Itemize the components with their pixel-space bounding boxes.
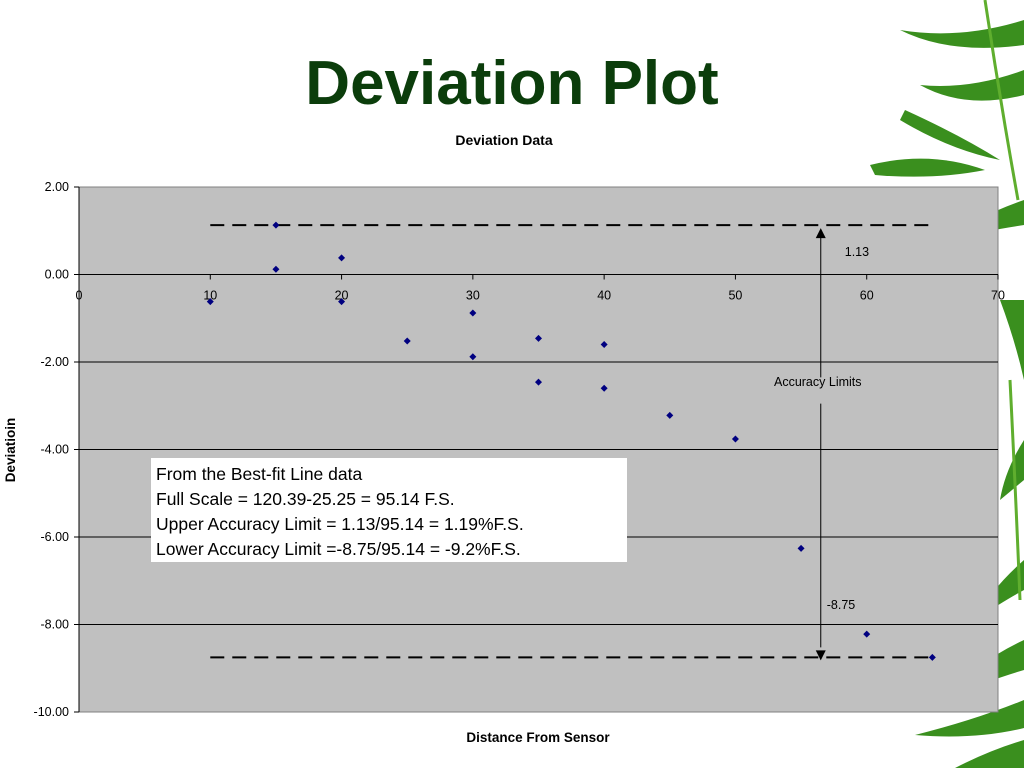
y-tick-label: 2.00 [45, 180, 69, 194]
x-tick-label: 0 [76, 289, 83, 303]
y-tick-labels: 2.00 0.00 -2.00 -4.00 -6.00 -8.00 -10.00 [34, 180, 69, 719]
x-tick-label: 20 [335, 289, 349, 303]
data-point [600, 341, 608, 348]
y-tick-label: -6.00 [41, 530, 70, 544]
data-points [206, 221, 936, 661]
slide-title: Deviation Plot [305, 49, 719, 118]
data-point [731, 435, 739, 443]
y-tick-label: 0.00 [45, 268, 69, 282]
x-tick-labels: 0 10 20 30 40 50 60 70 [76, 289, 1005, 303]
data-point [600, 384, 608, 392]
x-tick-label: 10 [203, 289, 217, 303]
axes [78, 187, 999, 712]
data-point [928, 653, 936, 661]
data-point [469, 309, 477, 317]
y-tick-label: -8.00 [41, 618, 70, 632]
upper-limit-label: 1.13 [845, 245, 869, 259]
x-axis-label: Distance From Sensor [466, 730, 610, 745]
note-line: Lower Accuracy Limit =-8.75/95.14 = -9.2… [156, 539, 521, 559]
data-point [535, 378, 542, 386]
accuracy-limits-label: Accuracy Limits [774, 375, 862, 389]
data-point [863, 630, 871, 638]
arrow-head-down [815, 650, 826, 661]
chart-title: Deviation Data [455, 132, 552, 148]
data-point [666, 411, 674, 419]
y-axis-label: Deviatioin [3, 418, 18, 483]
arrow-head-up [815, 228, 826, 239]
data-point [206, 298, 214, 306]
data-point [272, 221, 280, 229]
data-point [469, 353, 477, 361]
data-point [535, 334, 542, 342]
x-tick-label: 30 [466, 289, 480, 303]
x-tick-label: 40 [597, 289, 611, 303]
data-point [338, 298, 346, 306]
data-point [797, 544, 805, 552]
accuracy-limit-lines [210, 224, 933, 659]
note-line: Upper Accuracy Limit = 1.13/95.14 = 1.19… [156, 514, 524, 534]
annotations: 1.13 Accuracy Limits -8.75 [774, 228, 869, 661]
x-tick-label: 60 [860, 289, 874, 303]
note-box: From the Best-fit Line data Full Scale =… [151, 458, 627, 562]
note-line: From the Best-fit Line data [156, 464, 363, 484]
y-tick-label: -2.00 [41, 355, 70, 369]
data-point [338, 254, 346, 262]
y-tick-label: -10.00 [34, 705, 69, 719]
note-line: Full Scale = 120.39-25.25 = 95.14 F.S. [156, 489, 455, 509]
x-tick-label: 50 [728, 289, 742, 303]
x-tick-label: 70 [991, 289, 1005, 303]
y-tick-label: -4.00 [41, 443, 70, 457]
data-point [403, 337, 411, 345]
lower-limit-label: -8.75 [827, 598, 856, 612]
data-point [272, 265, 280, 273]
